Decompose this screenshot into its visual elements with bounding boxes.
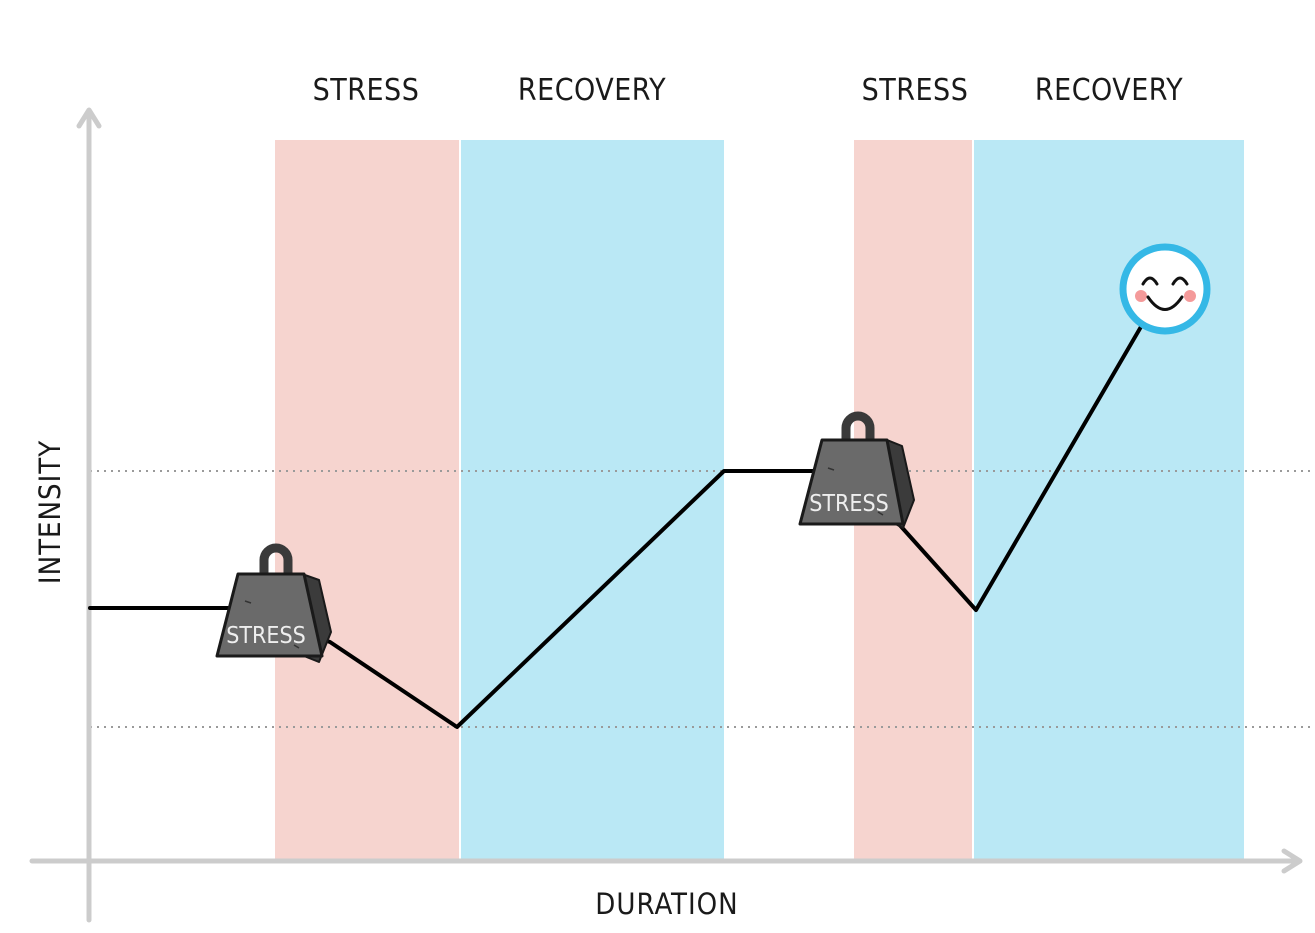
recovery-band-1 (461, 140, 724, 860)
x-axis-label: DURATION (595, 887, 738, 921)
phase-label-recovery-1: RECOVERY (518, 73, 666, 108)
recovery-band-2 (974, 140, 1244, 860)
weight-label: STRESS (809, 491, 889, 517)
phase-label-stress-1: STRESS (313, 73, 420, 108)
y-axis-label: INTENSITY (33, 440, 67, 584)
stress-band-1 (275, 140, 459, 860)
stress-weight-icon: STRESS (215, 543, 332, 663)
y-axis (76, 107, 102, 923)
phase-label-recovery-2: RECOVERY (1035, 73, 1183, 108)
stress-weight-icon: STRESS (798, 411, 915, 529)
weight-label: STRESS (226, 623, 306, 649)
smiley-face-icon (1119, 243, 1211, 335)
x-axis (29, 848, 1303, 874)
phase-label-stress-2: STRESS (862, 73, 969, 108)
